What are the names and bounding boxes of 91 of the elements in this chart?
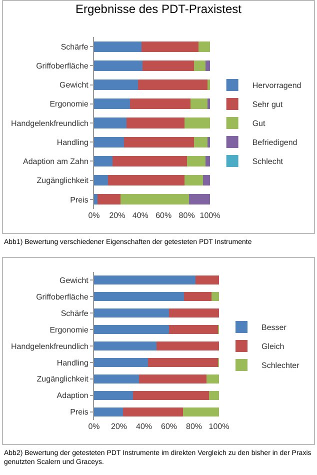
y-tick-label: Handgelenkfreundlich [11,118,88,128]
bar [94,374,139,384]
y-tick-label: Handgelenkfreundlich [11,342,88,351]
bar [130,98,190,110]
bar [184,292,212,302]
y-tick-label: Griffoberfläche [36,61,89,70]
bar [182,407,219,416]
bar [139,374,206,384]
bar [126,118,184,128]
bar [138,80,208,90]
bar [142,60,194,71]
bar [169,325,218,334]
x-tick-label: 80% [186,422,202,432]
x-tick-label: 0% [88,211,100,220]
bar [94,60,143,71]
bar [206,374,219,384]
bar [148,358,218,368]
bar [205,156,210,166]
bar [194,60,206,71]
x-tick-label: 20% [110,422,128,432]
legend-label: Gut [252,119,266,128]
bar [94,98,130,110]
bar [94,407,123,416]
x-tick-label: 40% [132,211,148,220]
y-tick-label: Griffoberfläche [36,292,89,302]
bar [156,342,219,351]
bar [186,156,206,166]
bar [112,156,187,166]
y-tick-label: Ergonomie [50,100,89,109]
y-tick-label: Gewicht [59,276,90,286]
bar [184,175,204,186]
x-tick-label: 100% [208,422,230,432]
bar [94,276,196,285]
bar [195,276,219,285]
bar [189,194,210,205]
bar [108,175,184,186]
legend-label: Sehr gut [252,100,284,110]
legend-label: Besser [262,323,287,332]
bar [94,194,98,205]
bar [94,308,169,318]
y-tick-label: Adaption am Zahn [23,157,88,166]
legend-label: Schlecht [252,157,284,166]
bar [94,136,124,148]
y-tick-label: Preis [70,408,88,417]
y-tick-label: Schärfe [60,309,89,318]
legend-label: Hervorragend [252,81,302,90]
bar [94,292,184,302]
bar [212,292,219,302]
bar [122,407,183,416]
bar [94,80,138,90]
y-tick-label: Handling [56,138,88,147]
bar [94,175,108,186]
bar [190,98,208,110]
x-tick-label: 80% [178,211,195,220]
bar [203,175,210,186]
y-tick-label: Ergonomie [50,325,89,334]
y-tick-label: Preis [70,195,88,204]
legend-label: Befriedigend [252,138,298,148]
bar [97,194,121,205]
bar [132,390,209,400]
y-tick-label: Gewicht [59,80,90,90]
bar [94,358,148,368]
bar [94,342,156,351]
y-tick-label: Schärfe [60,42,89,52]
y-tick-label: Zugänglichkeit [36,374,90,384]
bar [124,136,194,148]
y-tick-label: Handling [56,358,88,368]
bar [142,41,198,52]
legend-label: Gleich [262,342,284,352]
chart-title: Ergebnisse des PDT-Praxistest [75,2,242,16]
bar [205,60,210,71]
y-tick-label: Zugänglichkeit [36,176,90,186]
bar [94,41,142,52]
x-tick-label: 20% [109,211,126,220]
bar [169,308,219,318]
x-tick-label: 40% [136,422,152,432]
bar [94,156,113,166]
y-tick-label: Adaption [56,391,88,400]
legend-label: Schlechter [262,361,300,370]
bar [198,41,210,52]
bar [184,118,210,128]
x-tick-label: 0% [88,422,100,432]
bar [94,118,126,128]
x-tick-label: 60% [156,211,172,220]
bar [94,390,133,400]
bar [209,390,219,400]
bar [194,136,208,148]
x-tick-label: 60% [160,422,178,432]
bar [94,325,169,334]
x-tick-label: 100% [200,211,220,220]
bar [120,194,190,205]
